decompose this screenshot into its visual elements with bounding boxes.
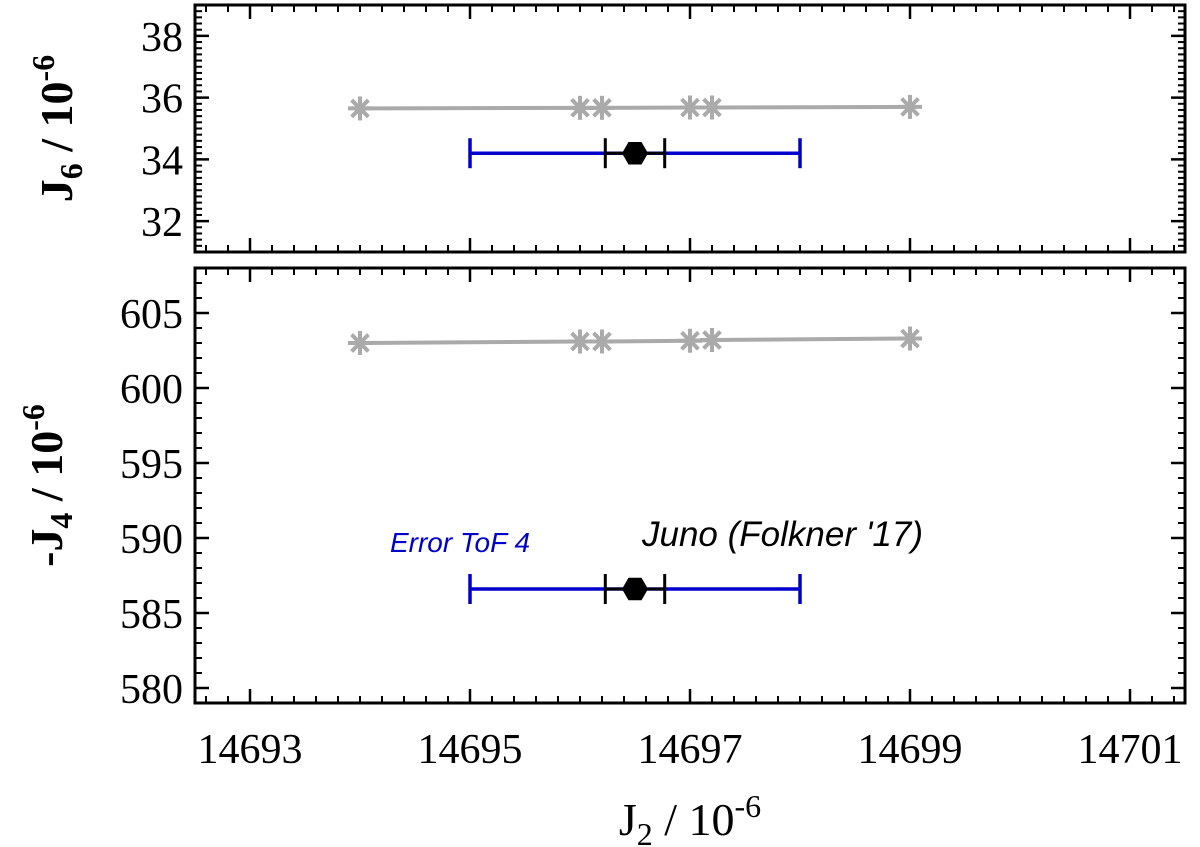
y-axis-label-sub: 6 — [53, 163, 89, 179]
asterisk-stroke — [680, 97, 700, 118]
asterisk-stroke — [570, 331, 590, 352]
x-tick-label: 14699 — [858, 727, 963, 773]
asterisk-stroke — [900, 328, 920, 349]
y-axis-label-sup: -6 — [15, 404, 51, 431]
asterisk-marker — [678, 328, 702, 353]
x-tick-label: 14695 — [418, 727, 523, 773]
y-tick-label: 34 — [141, 138, 183, 184]
asterisk-stroke — [702, 330, 722, 350]
annotation: Juno (Folkner '17) — [641, 515, 923, 554]
y-axis-label-main: -J — [21, 529, 72, 567]
y-axis-label-main: J — [31, 179, 82, 202]
y-tick-label: 38 — [141, 15, 183, 61]
asterisk-stroke — [900, 97, 920, 117]
series-line — [359, 104, 911, 111]
asterisk-marker — [568, 95, 592, 120]
asterisk-stroke — [350, 98, 370, 119]
y-axis-label: J6 / 10-6 — [25, 55, 89, 202]
annotation: Error ToF 4 — [390, 527, 530, 558]
y-tick-label: 590 — [120, 517, 183, 563]
asterisk-marker — [590, 95, 614, 120]
x-tick-label: 14697 — [638, 727, 743, 773]
y-tick-label: 36 — [141, 77, 183, 123]
asterisk-marker — [590, 329, 614, 354]
y-tick-label: 595 — [120, 442, 183, 488]
asterisk-stroke — [592, 97, 612, 118]
y-tick-label: 32 — [141, 200, 183, 246]
asterisk-stroke — [592, 331, 612, 352]
data-point — [622, 577, 648, 601]
y-axis-label-rest: / 10 — [21, 431, 72, 513]
asterisk-marker — [348, 96, 372, 121]
y-axis-label-rest: / 10 — [31, 81, 82, 163]
plot-frame — [193, 3, 1187, 254]
x-axis-label-sup: -6 — [735, 788, 762, 824]
data-point — [622, 141, 648, 165]
asterisk-marker — [348, 331, 372, 355]
y-axis-label-sub: 4 — [43, 513, 79, 529]
asterisk-stroke — [350, 333, 370, 353]
x-tick-label: 14701 — [1078, 727, 1183, 773]
x-axis-label-sub: 2 — [637, 816, 653, 847]
asterisk-stroke — [702, 97, 722, 118]
x-axis-label-main: J — [619, 794, 637, 845]
y-axis-label: -J4 / 10-6 — [15, 404, 79, 567]
asterisk-marker — [700, 95, 724, 120]
asterisk-stroke — [680, 330, 700, 351]
y-tick-label: 585 — [120, 592, 183, 638]
x-tick-label: 14693 — [198, 727, 303, 773]
series-line — [359, 336, 911, 345]
asterisk-marker — [678, 95, 702, 120]
asterisk-marker — [568, 329, 592, 354]
asterisk-marker — [898, 94, 922, 119]
x-axis-label: J2 / 10-6 — [619, 788, 761, 847]
y-tick-label: 600 — [120, 367, 183, 413]
y-tick-label: 605 — [120, 292, 183, 338]
asterisk-stroke — [570, 97, 590, 118]
x-axis-label-rest: / 10 — [653, 794, 735, 845]
asterisk-marker — [700, 328, 724, 352]
plot-frame — [193, 266, 1187, 705]
y-axis-label-sup: -6 — [25, 55, 61, 82]
y-tick-label: 580 — [120, 667, 183, 713]
asterisk-marker — [898, 326, 922, 351]
